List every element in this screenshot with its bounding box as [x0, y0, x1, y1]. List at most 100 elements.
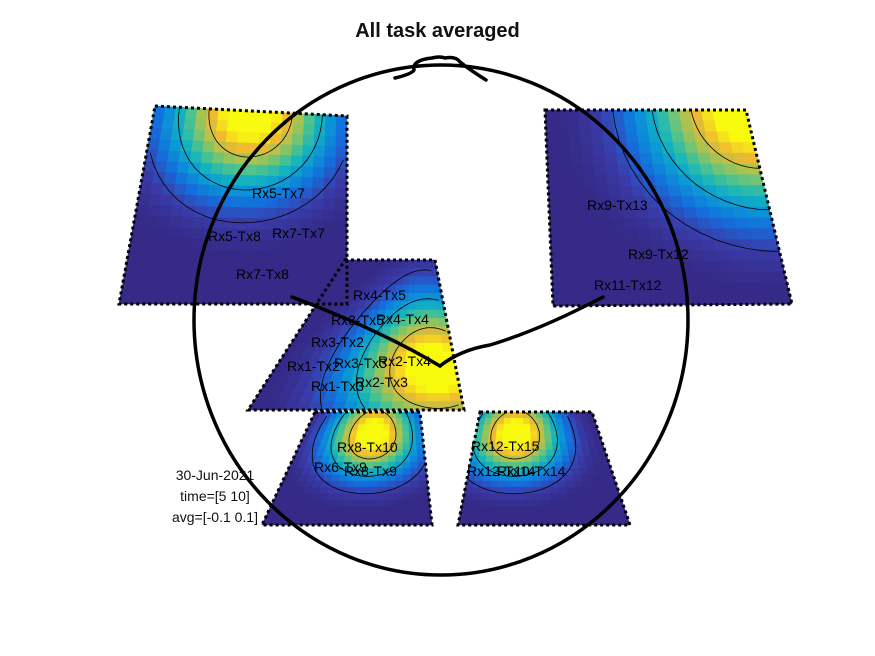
heatmap-cell	[723, 293, 740, 305]
heatmap-cell	[194, 195, 209, 208]
heatmap-cell	[177, 238, 192, 251]
heatmap-cell	[547, 175, 561, 187]
region-outline	[259, 410, 434, 527]
heatmap-cell	[206, 195, 221, 208]
heatmap-cell	[483, 417, 492, 425]
heatmap-cell	[411, 505, 422, 513]
channel-label: Rx9-Tx12	[628, 246, 689, 262]
heatmap-cell	[507, 480, 517, 488]
heatmap-cell	[704, 260, 721, 273]
heatmap-cell	[376, 424, 385, 432]
heatmap-cell	[594, 174, 609, 187]
heatmap-cell	[311, 198, 325, 210]
heatmap-cell	[159, 128, 174, 141]
heatmap-cell	[207, 184, 222, 197]
heatmap-cell	[309, 261, 323, 273]
heatmap-cell	[565, 480, 576, 488]
heatmap-cell	[523, 424, 531, 432]
contour-line	[311, 416, 425, 495]
heatmap-cell	[224, 249, 239, 262]
heatmap-cell	[693, 196, 709, 208]
heatmap-cell	[334, 230, 348, 242]
heatmap-cell	[191, 140, 205, 153]
heatmap-cell	[181, 129, 195, 142]
heatmap-cell	[506, 486, 517, 494]
heatmap-cell	[545, 449, 555, 457]
heatmap-cell	[490, 417, 499, 425]
heatmap-cell	[644, 293, 660, 306]
contour-line	[389, 327, 459, 409]
heatmap-cell	[351, 493, 362, 501]
heatmap-cell	[524, 505, 535, 513]
heatmap-cell	[638, 142, 652, 154]
heatmap-cell	[745, 271, 762, 284]
heatmap-cell	[321, 261, 336, 273]
heatmap-cell	[138, 182, 153, 195]
heatmap-cell	[395, 455, 404, 463]
heatmap-cell	[283, 282, 298, 294]
heatmap-cell	[743, 260, 759, 273]
heatmap-cell	[369, 480, 380, 488]
heatmap-cell	[403, 505, 413, 513]
heatmap-cell	[415, 334, 425, 344]
heatmap-cell	[166, 227, 181, 240]
heatmap-cell	[192, 129, 206, 142]
heatmap-cell	[323, 209, 336, 221]
heatmap-cell	[506, 505, 517, 513]
heatmap-cell	[341, 499, 352, 507]
heatmap-cell	[402, 276, 410, 286]
heatmap-cell	[631, 185, 646, 198]
heatmap-cell	[342, 493, 354, 501]
heatmap-cell	[213, 141, 227, 154]
heatmap-cell	[695, 282, 711, 295]
heatmap-cell	[576, 261, 591, 274]
heatmap-cell	[394, 499, 404, 507]
region-outline	[456, 410, 633, 527]
heatmap-cell	[482, 424, 492, 432]
heatmap-cell	[763, 238, 780, 251]
heatmap-cell	[335, 146, 348, 159]
heatmap-cell	[377, 493, 387, 501]
heatmap-cell	[479, 499, 490, 507]
heatmap-cell	[173, 260, 189, 272]
heatmap-cell	[403, 392, 417, 403]
heatmap-cell	[367, 499, 378, 507]
heatmap-cell	[604, 294, 620, 306]
heatmap-cell	[593, 164, 608, 176]
heatmap-cell	[297, 261, 311, 273]
heatmap-cell	[279, 144, 293, 156]
heatmap-cell	[653, 261, 669, 273]
heatmap-cell	[559, 499, 571, 507]
heatmap-cell	[407, 301, 416, 311]
heatmap-cell	[168, 139, 183, 152]
heatmap-cell	[133, 281, 149, 294]
heatmap-cell	[309, 272, 323, 284]
heatmap-cell	[335, 136, 348, 148]
heatmap-cell	[350, 499, 361, 507]
heatmap-cell	[145, 281, 161, 294]
heatmap-cell	[503, 424, 511, 432]
heatmap-cell	[389, 326, 400, 336]
heatmap-cell	[389, 430, 397, 438]
heatmap-cell	[626, 142, 641, 154]
heatmap-cell	[541, 493, 552, 501]
heatmap-cell	[636, 228, 652, 241]
heatmap-cell	[509, 430, 518, 438]
heatmap-cell	[604, 153, 619, 165]
heatmap-cell	[666, 174, 681, 187]
heatmap-cell	[221, 282, 236, 294]
heatmap-cell	[142, 226, 158, 239]
heatmap-cell	[223, 260, 238, 273]
heatmap-cell	[715, 250, 731, 262]
heatmap-cell	[402, 468, 412, 476]
heatmap-cell	[195, 107, 209, 120]
heatmap-cell	[549, 240, 564, 252]
heatmap-cell	[257, 292, 273, 305]
heatmap-cell	[334, 198, 348, 211]
heatmap-cell	[435, 367, 448, 378]
heatmap-cell	[613, 250, 629, 263]
heatmap-cell	[573, 207, 587, 220]
heatmap-cell	[611, 229, 627, 241]
heatmap-cell	[432, 342, 444, 353]
heatmap-cell	[278, 165, 292, 178]
